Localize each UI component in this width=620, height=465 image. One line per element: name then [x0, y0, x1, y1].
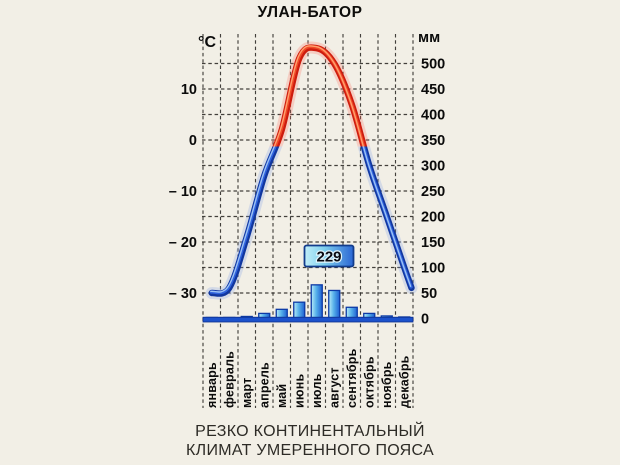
precip-baseline — [202, 316, 414, 323]
month-label-group: октябрь — [363, 356, 377, 408]
right-axis-tick: 150 — [421, 235, 445, 251]
temperature-curve-cold-highlight — [210, 146, 412, 293]
annual-precip-value: 229 — [316, 249, 341, 266]
caption: РЕЗКО КОНТИНЕНТАЛЬНЫЙ КЛИМАТ УМЕРЕННОГО … — [0, 422, 620, 460]
annual-precip-badge — [303, 244, 355, 268]
month-label: ноябрь — [380, 361, 394, 408]
left-axis-tick: – 30 — [169, 286, 197, 302]
precip-bar — [328, 289, 341, 322]
month-label: апрель — [258, 362, 272, 408]
month-label: март — [240, 378, 254, 408]
right-axis-tick: 500 — [421, 57, 445, 73]
right-axis-tick: 100 — [421, 261, 445, 277]
month-label-group: февраль — [223, 351, 237, 408]
left-axis-tick: – 20 — [169, 235, 197, 251]
month-label-group: январь — [205, 362, 219, 408]
right-axis-tick: 350 — [421, 133, 445, 149]
caption-line-2: КЛИМАТ УМЕРЕННОГО ПОЯСА — [186, 442, 434, 459]
right-axis-unit: мм — [418, 29, 440, 46]
month-label-group: май — [275, 384, 289, 408]
month-label-group: сентябрь — [345, 348, 359, 408]
right-axis-tick: 300 — [421, 159, 445, 175]
left-axis-tick: – 10 — [169, 184, 197, 200]
month-label-group: апрель — [258, 362, 272, 408]
right-axis-tick: 200 — [421, 210, 445, 226]
right-axis-tick: 450 — [421, 82, 445, 98]
chart-title: УЛАН-БАТОР — [257, 4, 363, 21]
month-label-group: декабрь — [398, 355, 412, 408]
month-label: сентябрь — [345, 348, 359, 408]
left-axis-unit: °C — [198, 34, 216, 51]
month-label-group: март — [240, 378, 254, 408]
left-axis-tick: 10 — [181, 82, 197, 98]
caption-line-1: РЕЗКО КОНТИНЕНТАЛЬНЫЙ — [195, 423, 425, 440]
month-label-group: ноябрь — [380, 361, 394, 408]
month-label: октябрь — [363, 356, 377, 408]
month-label: август — [328, 367, 342, 408]
month-label-group: август — [328, 367, 342, 408]
precip-bar — [310, 284, 323, 322]
left-axis-tick: 0 — [189, 133, 197, 149]
month-label: декабрь — [398, 355, 412, 408]
month-label: июль — [310, 373, 324, 408]
right-axis-tick: 250 — [421, 184, 445, 200]
month-label: июнь — [293, 373, 307, 408]
right-axis-tick: 50 — [421, 286, 437, 302]
month-label-group: июнь — [293, 373, 307, 408]
month-label: май — [275, 384, 289, 408]
month-label: январь — [205, 362, 219, 408]
temperature-curve-warm-highlight — [273, 45, 365, 147]
temperature-curve-cold — [205, 146, 418, 300]
right-axis-tick: 0 — [421, 312, 429, 328]
month-label-group: июль — [310, 373, 324, 408]
temperature-curve-warm — [269, 41, 371, 147]
month-label: февраль — [223, 351, 237, 408]
right-axis-tick: 400 — [421, 108, 445, 124]
